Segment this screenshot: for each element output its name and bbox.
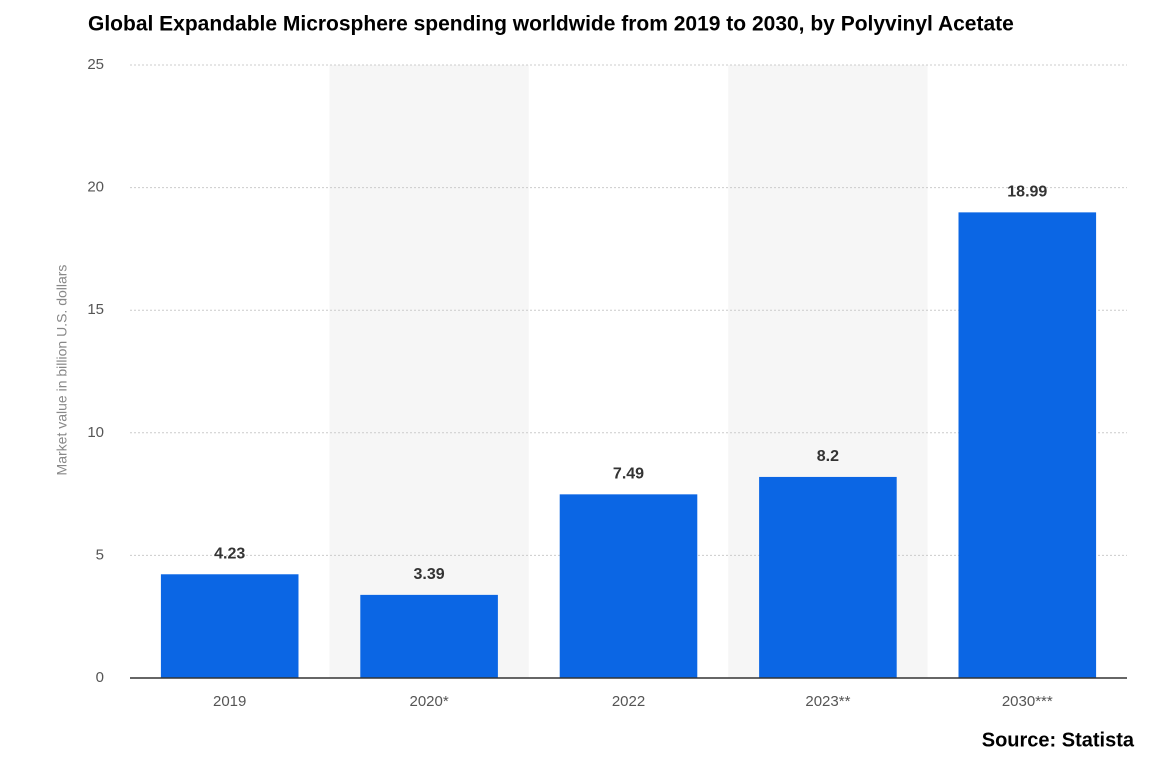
bar <box>559 494 698 678</box>
source: Source: Statista <box>982 729 1135 751</box>
y-tick-label: 15 <box>87 301 104 318</box>
bar <box>958 212 1097 678</box>
y-tick-label: 20 <box>87 179 104 196</box>
value-label: 8.2 <box>817 448 839 465</box>
y-tick-label: 10 <box>87 424 104 441</box>
x-tick-label: 2022 <box>612 693 645 710</box>
value-label: 4.23 <box>214 545 245 562</box>
x-tick-label: 2023** <box>805 693 850 710</box>
x-tick-label: 2020* <box>409 693 448 710</box>
y-axis-label: Market value in billion U.S. dollars <box>54 265 70 476</box>
chart-title: Global Expandable Microsphere spending w… <box>88 13 1014 36</box>
x-tick-label: 2019 <box>213 693 246 710</box>
band-shade <box>329 65 529 678</box>
x-tick-label: 2030*** <box>1002 693 1053 710</box>
bar <box>360 594 498 678</box>
bar <box>160 574 299 678</box>
y-tick-label: 5 <box>96 546 104 563</box>
value-label: 3.39 <box>414 566 445 583</box>
y-tick-label: 0 <box>96 669 104 686</box>
value-label: 18.99 <box>1007 184 1047 201</box>
y-tick-label: 25 <box>87 56 104 73</box>
bar <box>759 476 897 678</box>
value-label: 7.49 <box>613 466 644 483</box>
